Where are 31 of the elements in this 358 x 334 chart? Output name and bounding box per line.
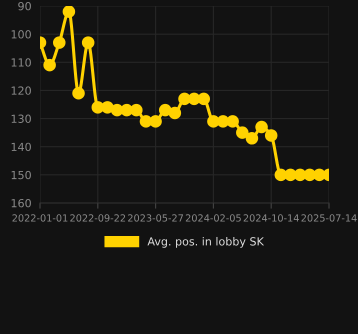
point [72, 86, 85, 100]
point [101, 101, 114, 114]
point [62, 6, 76, 18]
point [198, 92, 210, 106]
x-tick-label: 2023-05-27 [128, 214, 184, 222]
point [82, 36, 94, 49]
point [53, 36, 66, 49]
point [130, 104, 143, 116]
y-tick-label: 130 [12, 114, 31, 123]
point [226, 115, 239, 128]
point [168, 106, 182, 120]
y-tick-label: 100 [12, 30, 31, 39]
point [246, 132, 258, 145]
x-tick-label: 2022-09-22 [70, 214, 126, 222]
x-tick-label: 2025-07-14 [301, 214, 357, 222]
legend-label: Avg. pos. in lobby SK [147, 236, 264, 248]
y-tick-label: 150 [12, 170, 31, 180]
point [149, 115, 162, 128]
x-tick-label: 2024-10-14 [244, 214, 299, 222]
y-tick-label: 110 [12, 58, 31, 67]
point [264, 129, 278, 142]
x-tick-label: 2024-02-05 [186, 214, 241, 222]
y-tick-label: 160 [12, 198, 31, 208]
y-tick-label: 120 [12, 86, 31, 95]
point [255, 120, 268, 134]
y-tick-label: 90 [18, 2, 31, 10]
point [158, 104, 172, 116]
point [43, 58, 56, 72]
point [236, 126, 249, 139]
x-tick-label: 2022-01-01 [12, 214, 68, 222]
y-tick-label: 140 [12, 142, 31, 152]
